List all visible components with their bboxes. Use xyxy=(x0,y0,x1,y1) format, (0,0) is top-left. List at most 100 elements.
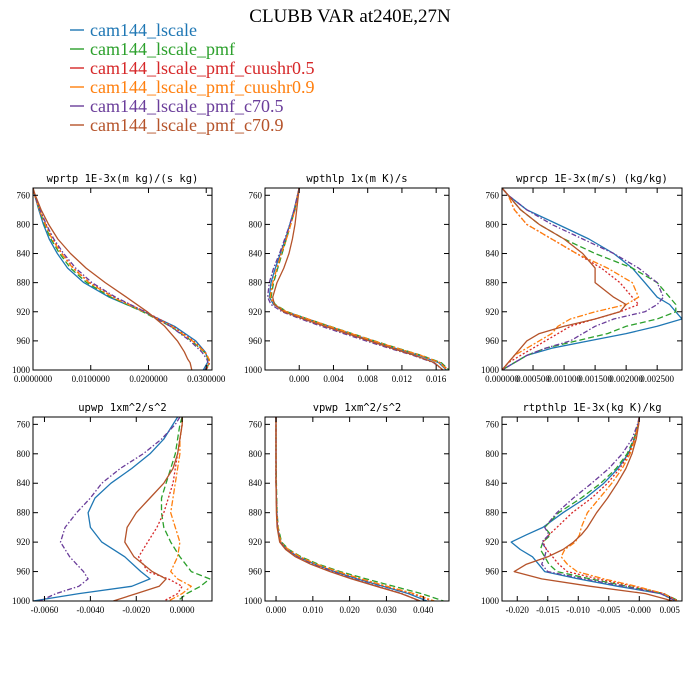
ytick-label-0-6: 1000 xyxy=(12,365,31,375)
xtick-label-1-2: 0.008 xyxy=(358,374,379,384)
plot-frame-3 xyxy=(32,416,213,602)
panel-4: vpwp 1xm^2/s^2 760 800 840 880 920 960 10000.00… xyxy=(244,402,450,615)
legend-label-4: cam144_lscale_pmf_c70.5 xyxy=(90,96,283,116)
series-group-2 xyxy=(502,188,682,370)
ytick-label-2-0: 760 xyxy=(486,190,500,200)
ytick-label-3-2: 840 xyxy=(17,478,31,488)
series-line-2-0 xyxy=(502,188,682,370)
ytick-label-3-1: 800 xyxy=(17,449,31,459)
series-line-2-5 xyxy=(502,188,627,370)
series-group-3 xyxy=(33,417,211,601)
xtick-label-2-4: 0.002000 xyxy=(609,374,643,384)
ytick-label-1-4: 920 xyxy=(249,307,263,317)
xtick-label-5-5: 0.005 xyxy=(660,605,681,615)
panel-title-0: wprtp 1E-3x(m kg)/(s kg) xyxy=(47,173,199,185)
xtick-label-2-3: 0.001500 xyxy=(578,374,612,384)
legend: cam144_lscalecam144_lscale_pmfcam144_lsc… xyxy=(70,20,314,135)
xtick-label-2-1: 0.000500 xyxy=(516,374,550,384)
series-line-0-4 xyxy=(33,188,209,370)
panel-2: wprcp 1E-3x(m/s) (kg/kg) 760 800 840 880 920 9… xyxy=(481,173,683,384)
series-line-5-0 xyxy=(510,417,677,601)
series-line-5-4 xyxy=(541,417,677,601)
ytick-label-0-5: 960 xyxy=(17,336,31,346)
ytick-label-1-5: 960 xyxy=(249,336,263,346)
ytick-label-5-5: 960 xyxy=(486,567,500,577)
series-line-0-1 xyxy=(33,188,210,370)
ytick-label-4-5: 960 xyxy=(249,567,263,577)
ytick-label-0-1: 800 xyxy=(17,219,31,229)
series-line-4-3 xyxy=(275,417,435,601)
series-group-0 xyxy=(33,188,211,370)
ytick-label-5-2: 840 xyxy=(486,478,500,488)
panel-3: upwp 1xm^2/s^27608008408809209601000-0.0… xyxy=(12,402,213,615)
ytick-label-2-2: 840 xyxy=(486,249,500,259)
ytick-label-4-3: 880 xyxy=(249,508,263,518)
ytick-label-0-3: 880 xyxy=(17,278,31,288)
series-line-3-4 xyxy=(39,417,181,601)
xtick-label-0-1: 0.0100000 xyxy=(72,374,111,384)
ytick-label-5-3: 880 xyxy=(486,508,500,518)
panel-1: wpthlp 1x(m K)/s 760 800 840 880 920 960 1000 0.… xyxy=(244,173,450,384)
ytick-label-2-3: 880 xyxy=(486,278,500,288)
panel-5: rtpthlp 1E-3x(kg K)/kg 760 800 840 880 920 960… xyxy=(481,402,683,615)
ytick-label-4-6: 1000 xyxy=(244,596,263,606)
xtick-label-3-2: -0.0020 xyxy=(122,605,150,615)
panel-title-1: wpthlp 1x(m K)/s xyxy=(306,173,407,185)
xtick-label-0-2: 0.0200000 xyxy=(129,374,168,384)
xtick-label-4-0: 0.000 xyxy=(266,605,287,615)
ytick-label-4-2: 840 xyxy=(249,478,263,488)
plot-frame-2 xyxy=(501,187,683,371)
xtick-label-5-0: -0.020 xyxy=(506,605,530,615)
series-line-3-1 xyxy=(160,417,211,601)
panel-0: wprtp 1E-3x(m kg)/(s kg) 760 800 840 880 920 9… xyxy=(12,173,226,384)
ytick-label-0-4: 920 xyxy=(17,307,31,317)
ytick-label-1-2: 840 xyxy=(249,249,263,259)
ytick-label-3-5: 960 xyxy=(17,567,31,577)
ytick-label-3-4: 920 xyxy=(17,537,31,547)
plot-frame-4 xyxy=(264,416,450,602)
ytick-label-5-6: 1000 xyxy=(481,596,500,606)
xtick-label-5-1: -0.015 xyxy=(536,605,560,615)
ytick-label-3-6: 1000 xyxy=(12,596,31,606)
series-line-3-0 xyxy=(33,417,179,601)
legend-label-5: cam144_lscale_pmf_c70.9 xyxy=(90,115,283,135)
panel-title-5: rtpthlp 1E-3x(kg K)/kg xyxy=(522,402,661,414)
legend-label-2: cam144_lscale_pmf_cuushr0.5 xyxy=(90,58,314,78)
series-line-2-4 xyxy=(502,188,665,370)
ytick-label-1-3: 880 xyxy=(249,278,263,288)
xtick-label-5-2: -0.010 xyxy=(567,605,591,615)
ytick-label-1-6: 1000 xyxy=(244,365,263,375)
ytick-label-2-1: 800 xyxy=(486,219,500,229)
series-line-5-3 xyxy=(560,417,678,601)
series-line-5-1 xyxy=(539,417,680,601)
legend-label-1: cam144_lscale_pmf xyxy=(90,39,235,59)
series-line-4-5 xyxy=(275,417,421,601)
ytick-label-1-0: 760 xyxy=(249,190,263,200)
ytick-label-4-0: 760 xyxy=(249,419,263,429)
ytick-label-5-1: 800 xyxy=(486,449,500,459)
ytick-label-5-4: 920 xyxy=(486,537,500,547)
xtick-label-0-0: 0.0000000 xyxy=(14,374,53,384)
ytick-label-0-0: 760 xyxy=(17,190,31,200)
xtick-label-5-3: -0.005 xyxy=(597,605,621,615)
series-line-1-5 xyxy=(272,188,444,370)
legend-label-0: cam144_lscale xyxy=(90,20,197,40)
figure-title: CLUBB VAR at240E,27N xyxy=(249,6,451,27)
ytick-label-4-4: 920 xyxy=(249,537,263,547)
xtick-label-1-1: 0.004 xyxy=(323,374,344,384)
xtick-label-2-5: 0.002500 xyxy=(640,374,674,384)
series-group-1 xyxy=(266,188,449,370)
plot-frame-0 xyxy=(32,187,213,371)
ytick-label-3-3: 880 xyxy=(17,508,31,518)
xtick-label-1-4: 0.016 xyxy=(426,374,447,384)
xtick-label-1-3: 0.012 xyxy=(392,374,412,384)
xtick-label-4-1: 0.010 xyxy=(303,605,324,615)
ytick-label-0-2: 840 xyxy=(17,249,31,259)
series-line-3-5 xyxy=(113,417,183,601)
ytick-label-2-6: 1000 xyxy=(481,365,500,375)
xtick-label-3-0: -0.0060 xyxy=(31,605,59,615)
ytick-label-5-0: 760 xyxy=(486,419,500,429)
series-line-1-0 xyxy=(268,188,447,370)
